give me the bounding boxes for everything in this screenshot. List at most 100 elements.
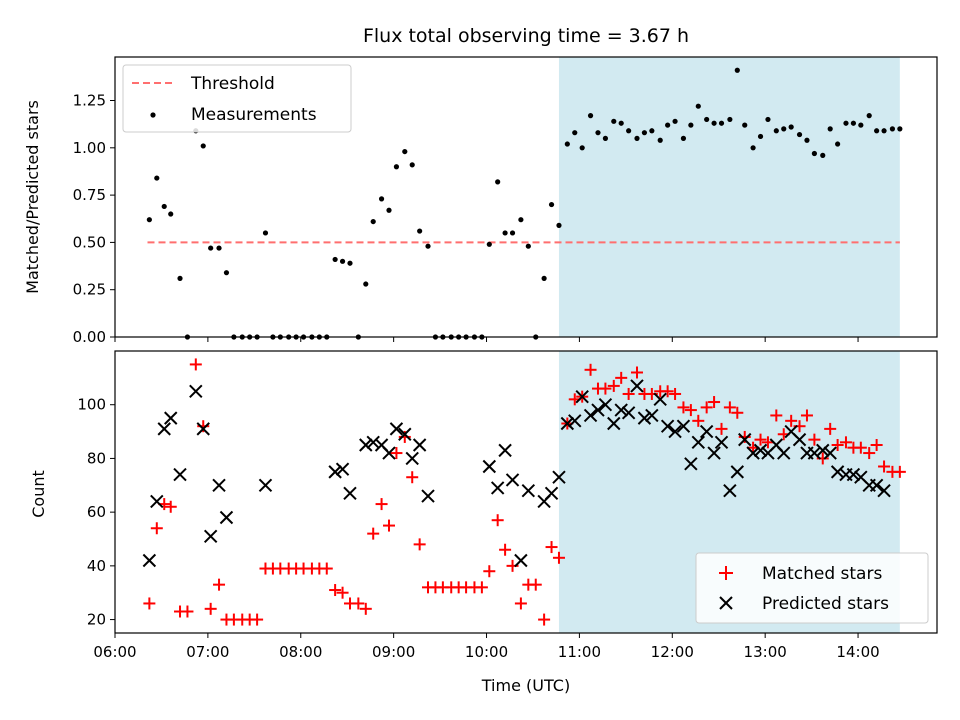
predicted-stars-legend-swatch bbox=[719, 596, 733, 610]
top-chart-title: Flux total observing time = 3.67 h bbox=[363, 25, 689, 47]
predicted-star-point bbox=[203, 529, 218, 544]
measurement-point bbox=[168, 211, 174, 217]
measurement-point bbox=[757, 133, 764, 140]
measurement-point bbox=[688, 122, 694, 128]
predicted-star-point bbox=[343, 486, 357, 501]
bottom-y-axis-label: Count bbox=[29, 470, 48, 518]
measurement-point bbox=[509, 230, 516, 236]
bottom-y-tick-label: 60 bbox=[87, 503, 106, 521]
matched-star-point bbox=[150, 522, 163, 535]
bottom-x-tick-label: 11:00 bbox=[558, 643, 601, 661]
measurement-point bbox=[332, 256, 338, 263]
bottom-x-tick-label: 13:00 bbox=[744, 643, 787, 661]
matched-star-point bbox=[406, 471, 419, 484]
predicted-star-point bbox=[328, 465, 342, 479]
measurement-point bbox=[704, 116, 710, 123]
measurement-point bbox=[208, 245, 214, 251]
measurement-point bbox=[811, 150, 817, 157]
top-axes-frame bbox=[114, 56, 938, 338]
measurement-point bbox=[409, 162, 415, 168]
measurement-point bbox=[154, 175, 160, 181]
bottom-y-ticks: 20 40 60 80 100 bbox=[77, 396, 115, 629]
predicted-star-point bbox=[173, 467, 187, 482]
matched-star-point bbox=[684, 404, 697, 417]
matched-star-point bbox=[615, 371, 628, 384]
bottom-y-tick-label: 80 bbox=[87, 449, 106, 467]
top-y-tick-label: 1.00 bbox=[73, 139, 106, 157]
measurements-legend-label: Measurements bbox=[191, 105, 317, 125]
measurement-point bbox=[734, 67, 740, 73]
measurement-point bbox=[417, 228, 423, 234]
matched-star-point bbox=[359, 602, 372, 615]
measurement-point bbox=[820, 152, 826, 158]
matched-star-point bbox=[854, 441, 867, 454]
measurement-point bbox=[881, 128, 887, 134]
predicted-star-point bbox=[714, 435, 729, 450]
predicted-star-points bbox=[142, 379, 891, 568]
measurement-point bbox=[649, 128, 655, 134]
measurement-point bbox=[595, 130, 601, 136]
matched-star-point bbox=[630, 366, 643, 379]
matched-star-point bbox=[413, 538, 426, 551]
measurement-point bbox=[572, 130, 578, 136]
bottom-x-ticks: 06:00 07:00 08:00 09:00 10:00 11:00 12:00 13:00… bbox=[93, 633, 880, 661]
measurement-point bbox=[641, 130, 648, 136]
matched-star-point bbox=[329, 584, 342, 597]
bottom-legend: Matched stars Predicted stars bbox=[695, 552, 929, 624]
measurement-point bbox=[695, 103, 701, 109]
measurement-point bbox=[378, 196, 385, 202]
measurement-point bbox=[665, 122, 671, 128]
measurement-point bbox=[518, 217, 524, 223]
predicted-star-point bbox=[382, 446, 396, 460]
measurement-point bbox=[711, 120, 717, 126]
predicted-stars-legend-label: Predicted stars bbox=[762, 594, 889, 614]
measurement-point bbox=[402, 148, 408, 155]
measurement-point bbox=[370, 218, 376, 225]
matched-star-point bbox=[863, 447, 876, 460]
measurement-point bbox=[223, 270, 230, 276]
top-y-tick-label: 0.00 bbox=[73, 328, 106, 346]
matched-star-point bbox=[352, 597, 365, 610]
measurement-point bbox=[657, 137, 663, 143]
matched-star-point bbox=[661, 385, 674, 398]
predicted-star-point bbox=[505, 473, 520, 487]
predicted-star-point bbox=[660, 419, 675, 433]
measurement-point bbox=[611, 118, 617, 124]
top-y-axis-label: Matched/Predicted stars bbox=[23, 100, 42, 294]
matched-star-point bbox=[514, 597, 527, 610]
predicted-star-point bbox=[212, 478, 226, 492]
threshold-legend-label: Threshold bbox=[190, 74, 275, 94]
predicted-star-point bbox=[405, 451, 419, 466]
predicted-star-point bbox=[668, 424, 682, 439]
matched-star-point bbox=[383, 519, 395, 532]
predicted-star-point bbox=[707, 446, 721, 460]
predicted-star-point bbox=[637, 411, 652, 425]
bottom-y-tick-label: 40 bbox=[87, 557, 106, 575]
predicted-star-point bbox=[219, 510, 234, 525]
measurement-point bbox=[548, 201, 555, 208]
predicted-star-point bbox=[746, 446, 760, 460]
predicted-star-point bbox=[777, 446, 791, 460]
measurement-point bbox=[680, 135, 687, 141]
bottom-y-tick-label: 20 bbox=[87, 611, 106, 629]
measurement-point bbox=[339, 258, 346, 264]
predicted-star-point bbox=[869, 478, 884, 492]
matched-star-point bbox=[878, 460, 891, 473]
predicted-star-point bbox=[258, 478, 273, 492]
measurement-point bbox=[363, 281, 369, 287]
top-observing-window-shade bbox=[558, 57, 900, 337]
matched-star-point bbox=[491, 514, 504, 527]
predicted-star-point bbox=[730, 465, 745, 479]
measurement-point bbox=[556, 222, 562, 228]
measurement-point bbox=[262, 230, 269, 236]
matched-star-point bbox=[251, 613, 264, 626]
bottom-x-tick-label: 12:00 bbox=[651, 643, 694, 661]
matched-star-point bbox=[800, 409, 813, 422]
measurement-point bbox=[177, 275, 183, 281]
matched-star-point bbox=[761, 436, 774, 449]
predicted-star-point bbox=[568, 414, 582, 428]
measurement-point bbox=[564, 141, 570, 147]
measurement-point bbox=[161, 203, 167, 210]
measurement-point bbox=[889, 126, 896, 132]
